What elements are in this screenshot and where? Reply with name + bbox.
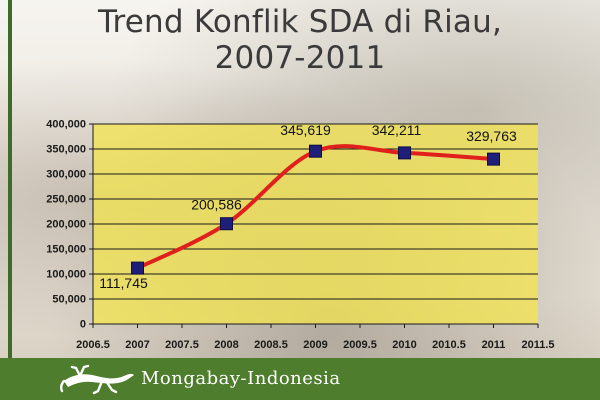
x-tick-label: 2009.5: [343, 339, 377, 351]
data-label: 329,763: [466, 128, 517, 144]
y-tick-label: 0: [80, 319, 86, 331]
y-tick-label: 350,000: [46, 144, 86, 156]
data-point-marker: [309, 144, 322, 158]
y-tick-label: 300,000: [46, 169, 86, 181]
data-markers: [131, 144, 500, 275]
data-point-marker: [398, 146, 411, 160]
x-tick-label: 2011: [482, 339, 506, 351]
y-tick-label: 250,000: [46, 194, 86, 206]
gecko-logo-icon: [59, 364, 134, 395]
x-tick-label: 2006.5: [76, 339, 110, 351]
line-chart: 0 50,000 100,000 150,000 200,000 250,000 300,0…: [46, 119, 555, 352]
x-tick-label: 2010.5: [432, 339, 466, 351]
data-point-marker: [220, 217, 233, 231]
x-tick-label: 2008.5: [254, 339, 288, 351]
y-tick-label: 100,000: [46, 269, 86, 281]
x-tick-label: 2011.5: [521, 339, 554, 351]
y-tick-label: 150,000: [46, 244, 86, 256]
data-label: 111,745: [99, 275, 148, 291]
footer-bar: Mongabay-Indonesia: [0, 358, 600, 400]
chart-title-line-2: 2007-2011: [214, 40, 386, 76]
x-tick-label: 2007.5: [165, 339, 199, 351]
x-tick-label: 2008: [214, 339, 238, 351]
data-label: 345,619: [280, 122, 331, 138]
data-label: 342,211: [372, 122, 422, 138]
x-tick-label: 2009: [303, 339, 327, 351]
x-axis-ticks: 2006.5 2007 2007.5 2008 2008.5 2009 2009.5 2010…: [76, 324, 555, 351]
x-tick-label: 2007: [125, 339, 149, 351]
data-point-marker: [131, 261, 144, 275]
footer-brand-text: Mongabay-Indonesia: [141, 368, 341, 389]
chart-title-line-1: Trend Konflik SDA di Riau,: [97, 4, 503, 40]
data-labels: 111,745 200,586 345,619 342,211 329,763: [99, 122, 517, 291]
left-accent-bar: [8, 0, 12, 358]
y-axis-ticks: 0 50,000 100,000 150,000 200,000 250,000 300,0…: [46, 119, 86, 331]
y-tick-label: 200,000: [46, 219, 86, 231]
y-tick-label: 400,000: [46, 119, 86, 131]
x-tick-label: 2010: [392, 339, 416, 351]
y-tick-label: 50,000: [52, 294, 86, 306]
data-point-marker: [487, 152, 500, 166]
data-label: 200,586: [191, 197, 242, 213]
